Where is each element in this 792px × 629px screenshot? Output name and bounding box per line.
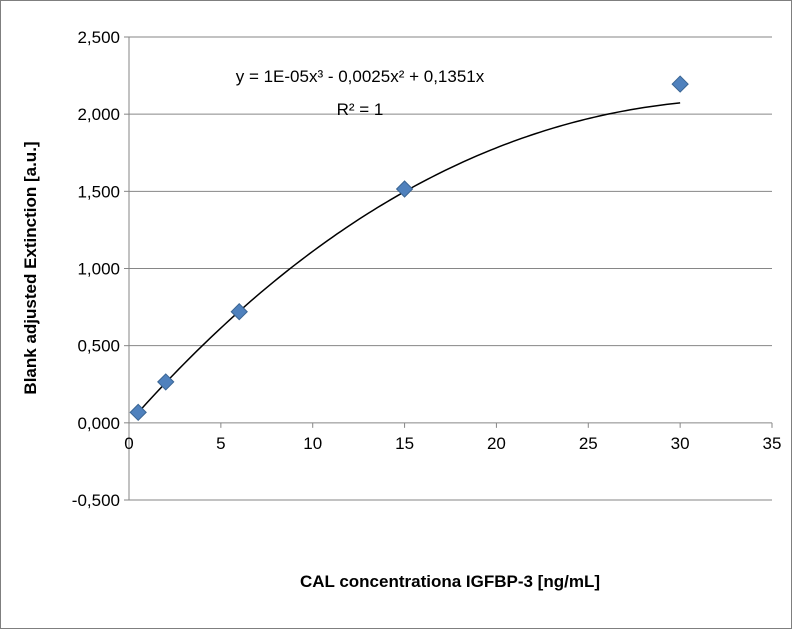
y-tick-label: 2,500 xyxy=(77,28,120,47)
x-tick-label: 0 xyxy=(124,434,133,453)
x-axis-title: CAL concentrationa IGFBP-3 [ng/mL] xyxy=(300,572,600,591)
x-tick-label: 25 xyxy=(579,434,598,453)
data-point xyxy=(671,75,689,93)
gridlines xyxy=(129,36,772,501)
axes xyxy=(124,36,773,501)
trendline xyxy=(137,102,681,414)
data-point xyxy=(157,373,175,391)
data-points xyxy=(129,75,689,422)
y-tick-label: 2,000 xyxy=(77,105,120,124)
trendline-r-squared: R² = 1 xyxy=(337,100,384,119)
trendline-equation: y = 1E-05x³ - 0,0025x² + 0,1351x xyxy=(236,67,485,86)
y-tick-label: 0,000 xyxy=(77,414,120,433)
data-point xyxy=(129,403,147,422)
data-point xyxy=(230,303,248,321)
y-tick-label: 0,500 xyxy=(77,337,120,356)
x-tick-label: 20 xyxy=(487,434,506,453)
y-tick-label: 1,000 xyxy=(77,260,120,279)
x-tick-label: 15 xyxy=(395,434,414,453)
y-tick-label: 1,500 xyxy=(77,182,120,201)
data-point xyxy=(395,180,414,198)
y-tick-labels: -0,500 0,000 0,500 1,000 1,500 2,000 2,500 xyxy=(72,28,120,510)
x-tick-label: 10 xyxy=(303,434,322,453)
x-tick-label: 30 xyxy=(671,434,690,453)
x-tick-label: 5 xyxy=(216,434,225,453)
y-tick-label: -0,500 xyxy=(72,491,120,510)
x-tick-label: 35 xyxy=(763,434,782,453)
y-axis-title: Blank adjusted Extinction [a.u.] xyxy=(21,141,40,394)
x-tick-labels: 0 5 10 15 20 25 30 35 xyxy=(124,434,781,453)
